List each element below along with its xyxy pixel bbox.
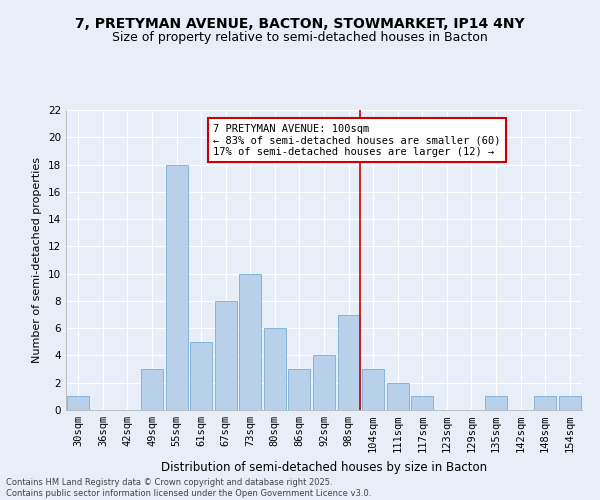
Text: 7, PRETYMAN AVENUE, BACTON, STOWMARKET, IP14 4NY: 7, PRETYMAN AVENUE, BACTON, STOWMARKET, … <box>75 18 525 32</box>
Bar <box>338 314 359 410</box>
Bar <box>264 328 286 410</box>
Bar <box>313 356 335 410</box>
Bar <box>215 301 237 410</box>
Bar <box>67 396 89 410</box>
Text: Contains HM Land Registry data © Crown copyright and database right 2025.
Contai: Contains HM Land Registry data © Crown c… <box>6 478 371 498</box>
Bar <box>534 396 556 410</box>
X-axis label: Distribution of semi-detached houses by size in Bacton: Distribution of semi-detached houses by … <box>161 460 487 473</box>
Bar <box>386 382 409 410</box>
Bar <box>485 396 507 410</box>
Bar <box>559 396 581 410</box>
Text: Size of property relative to semi-detached houses in Bacton: Size of property relative to semi-detach… <box>112 31 488 44</box>
Bar <box>289 369 310 410</box>
Bar <box>239 274 262 410</box>
Bar <box>411 396 433 410</box>
Bar <box>141 369 163 410</box>
Bar <box>166 164 188 410</box>
Bar <box>362 369 384 410</box>
Y-axis label: Number of semi-detached properties: Number of semi-detached properties <box>32 157 43 363</box>
Text: 7 PRETYMAN AVENUE: 100sqm
← 83% of semi-detached houses are smaller (60)
17% of : 7 PRETYMAN AVENUE: 100sqm ← 83% of semi-… <box>214 124 501 157</box>
Bar <box>190 342 212 410</box>
